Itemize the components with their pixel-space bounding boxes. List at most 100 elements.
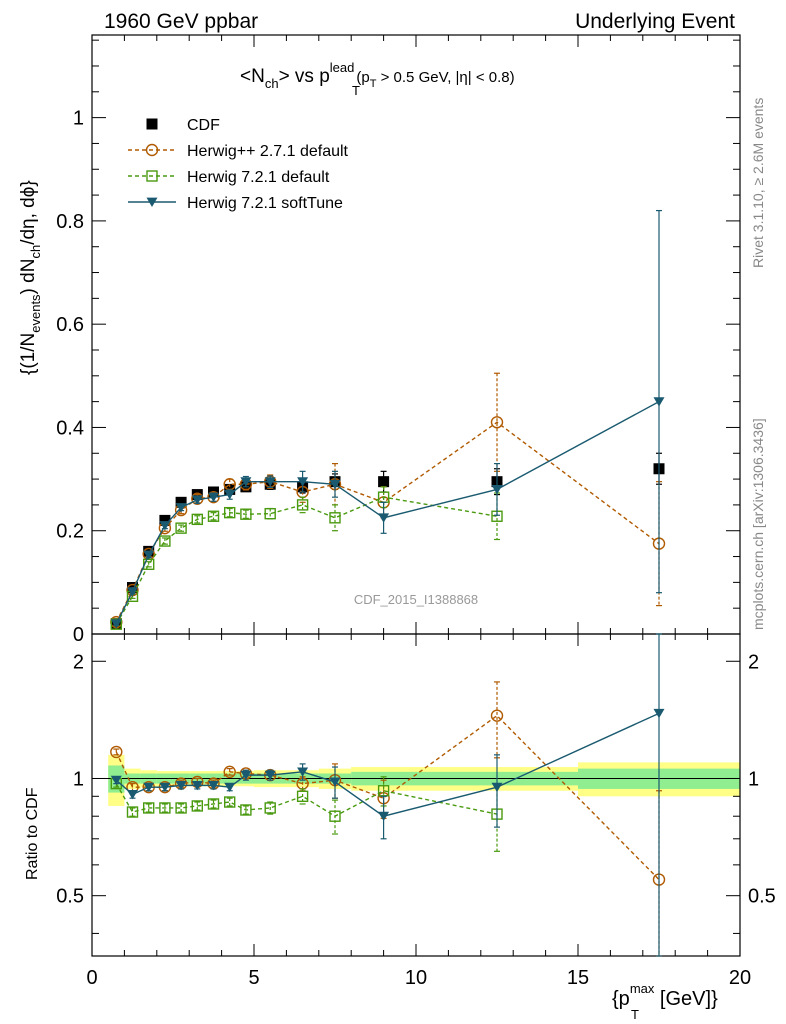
data-point bbox=[110, 619, 122, 629]
data-point bbox=[127, 587, 138, 597]
xlabel-post: [GeV]} bbox=[654, 988, 718, 1010]
data-point bbox=[175, 496, 187, 508]
legend-entry: CDF bbox=[146, 117, 220, 134]
legend-marker bbox=[146, 197, 158, 207]
ratio-y-tick-label-right: 0.5 bbox=[748, 886, 776, 908]
data-point bbox=[127, 790, 138, 800]
data-point bbox=[159, 782, 171, 793]
data-point bbox=[329, 479, 341, 490]
data-point bbox=[223, 796, 236, 808]
data-point bbox=[175, 522, 187, 534]
legend-entry: Herwig 7.2.1 softTune bbox=[128, 195, 343, 212]
main-ylabel-c: /dη, dϕ} bbox=[18, 180, 39, 245]
legend-entry: Herwig 7.2.1 default bbox=[128, 169, 330, 186]
ratio-frame bbox=[91, 633, 741, 957]
data-point bbox=[159, 535, 171, 547]
data-point bbox=[653, 708, 665, 719]
data-point bbox=[191, 513, 204, 526]
data-point bbox=[175, 503, 187, 513]
data-point bbox=[142, 802, 155, 814]
data-point bbox=[264, 770, 276, 781]
rivet-label: Rivet 3.1.10, ≥ 2.6M events bbox=[750, 98, 766, 268]
legend-marker bbox=[146, 118, 158, 130]
series-herwig-2-7-1-default bbox=[110, 681, 666, 957]
series-herwig-7-2-1-softtune bbox=[110, 633, 665, 957]
x-tick-label: 5 bbox=[248, 967, 259, 989]
main-ylabel-a: {(1/N bbox=[18, 333, 39, 375]
header-left: 1960 GeV ppbar bbox=[104, 10, 258, 33]
ratio-y-tick-label-right: 2 bbox=[748, 651, 759, 673]
main-ylabel-b-sub: ch bbox=[28, 245, 43, 259]
main-plot-area: 0 0.2 0.4 0.6 0.8 1 bbox=[56, 34, 741, 956]
data-point bbox=[208, 492, 219, 503]
data-point bbox=[264, 477, 276, 487]
series-herwig-2-7-1-default bbox=[110, 372, 666, 629]
data-point bbox=[110, 775, 122, 786]
main-title: <Nch> vs plead(pT > 0.5 GeV, |η| < 0.8) bbox=[240, 60, 515, 91]
series-line bbox=[115, 401, 660, 624]
xlabel-sup: max bbox=[630, 981, 655, 996]
main-ylabel-a-sub: events bbox=[28, 294, 43, 333]
main-title-cut-sub: T bbox=[370, 78, 377, 90]
data-point bbox=[223, 765, 236, 779]
main-title-cut-post: > 0.5 GeV, |η| < 0.8) bbox=[376, 69, 514, 86]
main-title-pre: <N bbox=[240, 66, 265, 87]
y-tick-label: 0 bbox=[73, 624, 84, 646]
xlabel-pre: {p bbox=[612, 988, 630, 1010]
data-point bbox=[378, 811, 390, 822]
data-point bbox=[329, 777, 341, 787]
data-point bbox=[491, 485, 503, 495]
main-title-sub2: T bbox=[352, 83, 360, 98]
data-point bbox=[240, 804, 252, 816]
data-point bbox=[175, 802, 187, 814]
series-line bbox=[115, 714, 660, 881]
data-point bbox=[491, 782, 503, 793]
data-point bbox=[224, 490, 236, 500]
series-herwig-7-2-1-softtune bbox=[110, 209, 665, 629]
ratio-y-tick-label: 1 bbox=[73, 768, 84, 790]
y-tick-label: 0.2 bbox=[56, 521, 84, 543]
legend-label: Herwig 7.2.1 default bbox=[187, 169, 330, 186]
data-point bbox=[296, 790, 309, 802]
data-point bbox=[490, 416, 504, 429]
x-tick-label: 15 bbox=[567, 967, 589, 989]
data-point bbox=[329, 512, 341, 524]
main-title-mid: > vs p bbox=[279, 66, 330, 87]
ratio-plot-area: 0 5 10 15 20 0.5 0.5 1 1 2 2 bbox=[56, 633, 776, 989]
data-point bbox=[223, 506, 236, 519]
header-right: Underlying Event bbox=[575, 10, 735, 33]
data-point bbox=[264, 802, 276, 814]
xlabel: {pmax [GeV]} bbox=[612, 981, 718, 1010]
data-point bbox=[378, 513, 390, 523]
main-title-sup2: lead bbox=[330, 60, 355, 75]
main-title-cut-pre: (p bbox=[356, 69, 369, 86]
ratio-y-tick-label: 2 bbox=[73, 651, 84, 673]
data-point bbox=[159, 514, 171, 526]
data-point bbox=[143, 782, 155, 793]
y-tick-label: 1 bbox=[73, 108, 84, 130]
data-point bbox=[378, 476, 390, 488]
data-point bbox=[143, 550, 155, 560]
x-tick-label: 10 bbox=[405, 967, 427, 989]
data-point bbox=[110, 618, 123, 630]
y-tick-label: 0.6 bbox=[56, 314, 84, 336]
series-herwig-7-2-1-default bbox=[110, 776, 503, 852]
x-tick-label: 20 bbox=[729, 967, 751, 989]
legend-marker bbox=[146, 170, 158, 182]
data-point bbox=[191, 495, 203, 505]
mcplots-label: mcplots.cern.ch [arXiv:1306.3436] bbox=[750, 418, 766, 630]
legend-entry: Herwig++ 2.7.1 default bbox=[128, 143, 349, 160]
legend-label: Herwig++ 2.7.1 default bbox=[187, 143, 349, 160]
legend-label: Herwig 7.2.1 softTune bbox=[187, 195, 343, 212]
data-point bbox=[191, 800, 204, 812]
data-point bbox=[653, 397, 665, 407]
data-point bbox=[224, 782, 236, 793]
data-point bbox=[208, 780, 219, 791]
data-point bbox=[207, 798, 220, 810]
ratio-ylabel: Ratio to CDF bbox=[24, 787, 41, 880]
data-point bbox=[240, 770, 252, 781]
data-point bbox=[240, 508, 252, 520]
data-point bbox=[296, 499, 309, 511]
data-point bbox=[329, 810, 341, 822]
